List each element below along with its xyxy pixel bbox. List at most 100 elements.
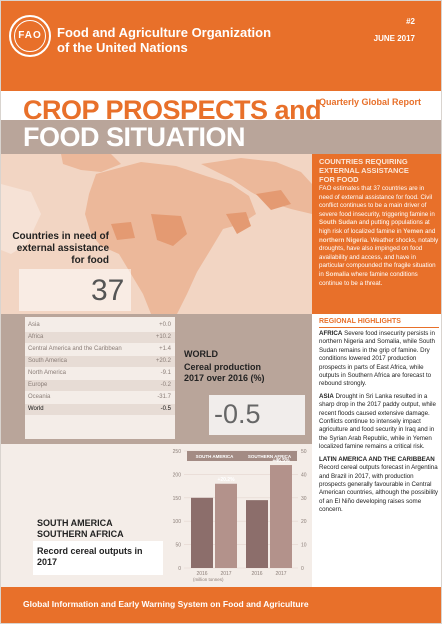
- right-tick-label: 30: [301, 496, 307, 502]
- left-tick-label: 150: [173, 496, 182, 502]
- issue-date: JUNE 2017: [373, 34, 415, 43]
- table-row: Oceania -31.7: [25, 392, 175, 403]
- table-row: Asia +0.0: [25, 320, 175, 331]
- row-value: -0.5: [160, 406, 171, 412]
- countries-panel-text: FAO estimates that 37 countries are in n…: [319, 185, 439, 288]
- record-outputs-box: [33, 541, 163, 575]
- row-value: +0.0: [159, 322, 171, 328]
- right-tick-label: 40: [301, 472, 307, 478]
- left-tick-label: 50: [175, 543, 181, 549]
- highlight-northern-nigeria: northern Nigeria: [319, 236, 368, 244]
- record-line-2: 2017: [37, 557, 58, 567]
- row-value: -0.2: [160, 382, 171, 388]
- panel-text-part: and putting populations at high risk of …: [319, 219, 430, 235]
- chart-bar: [246, 500, 268, 568]
- row-value: +20.2: [155, 358, 171, 364]
- panel-text-part: where famine conditions continue to be a…: [319, 270, 418, 287]
- south-regions-label: SOUTH AMERICA SOUTHERN AFRICA: [37, 518, 124, 540]
- header-band: [1, 1, 441, 91]
- right-tick-label: 10: [301, 543, 307, 549]
- left-tick-label: 250: [173, 449, 182, 455]
- africa-text: Severe food insecurity persists in north…: [319, 330, 435, 388]
- row-value: -31.7: [157, 394, 171, 400]
- issue-number: #2: [406, 17, 415, 26]
- need-label-line-2: external assistance: [16, 243, 109, 254]
- need-value-box: [19, 269, 131, 311]
- panel-heading-line-1: COUNTRIES REQUIRING: [319, 157, 408, 166]
- row-label: Central America and the Caribbean: [28, 346, 122, 352]
- regional-heading: REGIONAL HIGHLIGHTS: [319, 318, 439, 328]
- x-tick-label: 2016: [196, 571, 207, 577]
- regional-latam: LATIN AMERICA AND THE CARIBBEAN Record c…: [319, 456, 439, 515]
- panel-text-part: and: [423, 227, 436, 235]
- org-line-2: of the United Nations: [57, 40, 188, 55]
- organization-name: Food and Agriculture Organization of the…: [57, 25, 307, 55]
- panel-title: SOUTH AMERICA: [196, 454, 235, 459]
- world-sub-line-1: Cereal production: [184, 362, 262, 372]
- south-america-label: SOUTH AMERICA: [37, 518, 113, 528]
- record-line-1: Record cereal outputs in: [37, 546, 143, 556]
- panel-text-part: FAO estimates that 37 countries are in n…: [319, 185, 435, 218]
- regional-asia: ASIA Drought in Sri Lanka resulted in a …: [319, 393, 439, 452]
- chart-bar: [270, 465, 292, 568]
- panel-text-part: . Weather shocks, notably droughts, have…: [319, 236, 439, 278]
- panel-heading-line-2: EXTERNAL ASSISTANCE: [319, 166, 409, 175]
- right-tick-label: 0: [301, 566, 304, 572]
- table-row-world: World -0.5: [25, 404, 175, 415]
- ocean-shape: [1, 184, 41, 254]
- asia-text: Drought in Sri Lanka resulted in a sharp…: [319, 392, 436, 451]
- unit-note: (million tonnes): [193, 577, 224, 582]
- need-label-line-3: for food: [71, 255, 109, 266]
- title-band: [1, 120, 441, 154]
- bar-annotation: +20.2%: [217, 477, 235, 483]
- record-outputs-text: Record cereal outputs in 2017: [37, 546, 161, 568]
- hotspot-region-2: [226, 212, 251, 234]
- countries-in-need-label: Countries in need of external assistance…: [9, 231, 109, 267]
- title-line-2: FOOD SITUATION: [23, 122, 246, 152]
- org-line-1: Food and Agriculture Organization: [57, 25, 272, 40]
- row-label: Africa: [28, 334, 44, 340]
- regional-africa: AFRICA Severe food insecurity persists i…: [319, 330, 439, 389]
- regional-text: AFRICA Severe food insecurity persists i…: [319, 330, 439, 519]
- row-label: Asia: [28, 322, 40, 328]
- need-label-line-1: Countries in need of: [12, 231, 109, 242]
- hotspot-region-3: [111, 222, 135, 240]
- fao-logo: FAO: [9, 15, 51, 57]
- chart-bar: [191, 497, 213, 568]
- asia-heading: ASIA: [319, 392, 334, 400]
- table-row: Central America and the Caribbean +1.4: [25, 344, 175, 355]
- x-tick-label: 2016: [251, 571, 262, 577]
- table-row: Europe -0.2: [25, 380, 175, 391]
- left-tick-label: 0: [178, 566, 181, 572]
- world-change-value: -0.5: [214, 399, 261, 429]
- logo-ring: [14, 20, 46, 52]
- footer-band: [1, 587, 441, 623]
- row-label: North America: [28, 370, 67, 376]
- hotspot-region-1: [151, 214, 187, 246]
- cereal-output-chart: 0 50 100 150 200 250 0 10 20 30 40 50 SOUTH AMERICA S…: [173, 449, 307, 582]
- left-tick-label: 100: [173, 519, 182, 525]
- highlight-south-sudan: South Sudan: [319, 219, 358, 227]
- latam-text: Record cereal outputs forecast in Argent…: [319, 464, 439, 514]
- table-row: Africa +10.2: [25, 332, 175, 343]
- world-subtitle: Cereal production 2017 over 2016 (%): [184, 362, 294, 384]
- report-type: Quarterly Global Report: [319, 97, 422, 107]
- row-value: -9.1: [160, 370, 171, 376]
- highlight-somalia: Somalia: [325, 270, 350, 278]
- countries-in-need-value: 37: [91, 274, 125, 307]
- hotspot-region-4: [256, 190, 291, 210]
- regional-highlights: [312, 314, 441, 587]
- world-value-box: [209, 395, 305, 435]
- panel-title: SOUTHERN AFRICA: [248, 454, 292, 459]
- row-label: Oceania: [28, 394, 51, 400]
- latam-heading: LATIN AMERICA AND THE CARIBBEAN: [319, 455, 435, 463]
- panel-header: [187, 451, 242, 461]
- row-value: +10.2: [155, 334, 171, 340]
- southern-africa-label: SOUTHERN AFRICA: [37, 529, 124, 539]
- table-row: North America -9.1: [25, 368, 175, 379]
- table-row: South America +20.2: [25, 356, 175, 367]
- chart-bar: [215, 483, 237, 568]
- right-tick-label: 20: [301, 519, 307, 525]
- row-label: Europe: [28, 382, 48, 388]
